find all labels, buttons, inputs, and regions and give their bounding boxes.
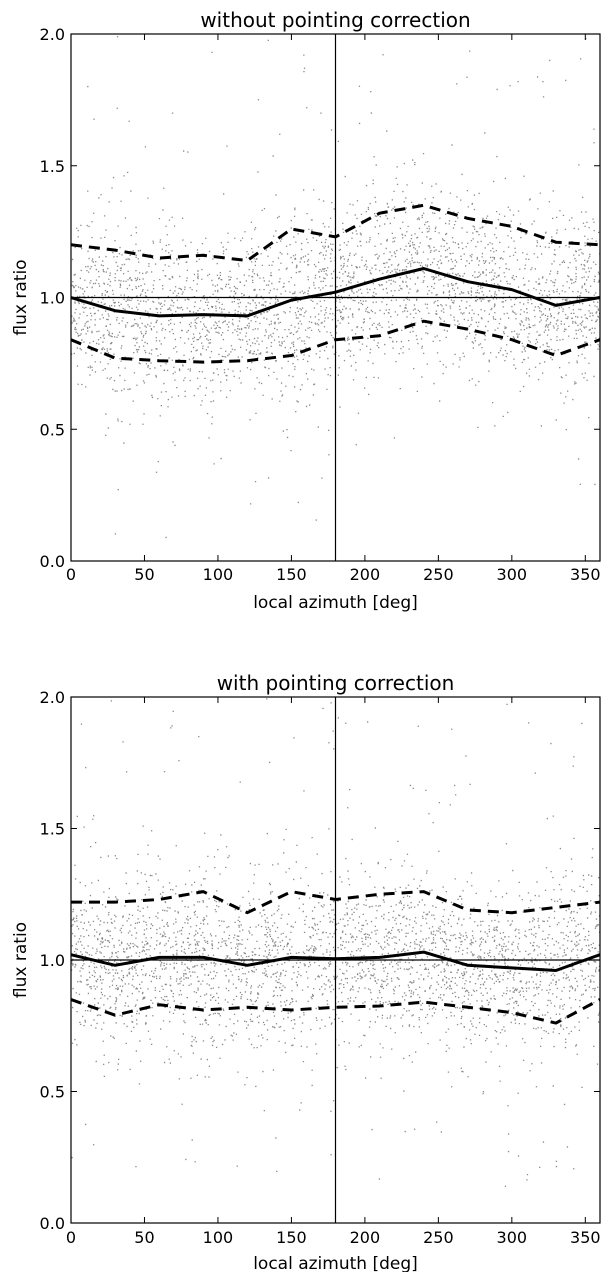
x-tick-label: 100 — [203, 1228, 234, 1247]
x-tick-label: 150 — [276, 565, 307, 584]
y-tick-label: 0.5 — [40, 1083, 65, 1102]
y-tick-label: 2.0 — [40, 25, 65, 44]
chart-panel-1: 0 50 100 150 200 250 300 350 0.0 0.5 1.0 1.5 2.0 with… — [11, 8, 601, 613]
upper-band-line — [71, 890, 600, 915]
x-tick-label: 50 — [134, 565, 154, 584]
x-axis-label: local azimuth [deg] — [253, 593, 418, 613]
lower-band-line — [71, 319, 600, 364]
x-tick-label: 200 — [350, 1228, 381, 1247]
x-tick-label: 150 — [276, 1228, 307, 1247]
y-tick-label: 1.5 — [40, 820, 65, 839]
chart-title: with pointing correction — [217, 671, 455, 695]
y-axis-label: flux ratio — [11, 922, 31, 998]
x-tick-label: 0 — [66, 1228, 76, 1247]
x-tick-label: 250 — [423, 565, 454, 584]
y-tick-label: 0.0 — [40, 552, 65, 571]
upper-band-line — [71, 203, 600, 263]
y-tick-label: 1.5 — [40, 157, 65, 176]
x-axis-label: local azimuth [deg] — [253, 1254, 418, 1272]
x-tick-label: 250 — [423, 1228, 454, 1247]
x-tick-label: 300 — [497, 565, 528, 584]
y-tick-label: 2.0 — [40, 688, 65, 707]
x-tick-label: 300 — [497, 1228, 528, 1247]
x-tick-label: 50 — [134, 1228, 154, 1247]
scatter-points — [71, 36, 600, 539]
x-tick-label: 200 — [350, 565, 381, 584]
y-tick-label: 0.0 — [40, 1214, 65, 1233]
chart-panel-2: 0 50 100 150 200 250 300 350 0.0 0.5 1.0 1.5 2.0 with… — [11, 671, 601, 1272]
median-line — [71, 950, 600, 972]
y-tick-label: 1.0 — [40, 951, 65, 970]
median-line — [71, 267, 600, 318]
x-tick-label: 100 — [203, 565, 234, 584]
chart-title: without pointing correction — [200, 8, 470, 32]
x-tick-label: 350 — [570, 1228, 601, 1247]
x-tick-label: 0 — [66, 565, 76, 584]
lower-band-line — [71, 998, 600, 1025]
y-axis-label: flux ratio — [11, 259, 31, 335]
x-tick-label: 350 — [570, 565, 601, 584]
y-tick-label: 0.5 — [40, 420, 65, 439]
y-tick-label: 1.0 — [40, 289, 65, 308]
